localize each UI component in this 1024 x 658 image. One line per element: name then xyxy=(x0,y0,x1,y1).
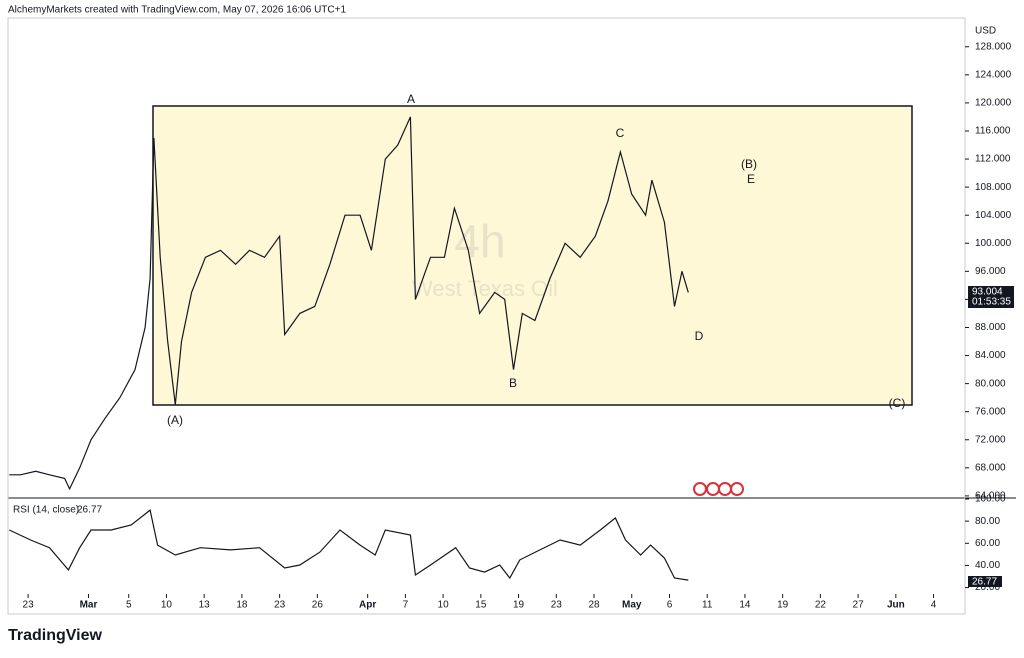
series-line xyxy=(9,116,689,491)
range-box xyxy=(152,105,913,406)
y-tick-label: 72.000 xyxy=(975,434,1006,445)
x-tick-label: 6 xyxy=(667,600,673,611)
y-tick-label: 80.00 xyxy=(975,516,1000,527)
wave-label: B xyxy=(509,376,517,390)
x-tick-label: 23 xyxy=(551,600,563,611)
x-tick-label: 10 xyxy=(161,600,173,611)
y-tick-label: 64.000 xyxy=(975,491,1006,502)
y-tick-label: 96.000 xyxy=(975,266,1006,277)
wave-label: (C) xyxy=(889,396,906,410)
rsi-value: 26.77 xyxy=(77,505,102,516)
x-tick-label: 27 xyxy=(853,600,865,611)
series-line xyxy=(9,509,689,581)
x-tick-label: 15 xyxy=(475,600,487,611)
last-price-box xyxy=(968,286,1014,308)
currency: USD xyxy=(975,26,996,37)
y-tick-label: 76.000 xyxy=(975,406,1006,417)
y-tick-label: 20.00 xyxy=(975,582,1000,593)
x-tick-label: May xyxy=(622,600,642,611)
wave-label: D xyxy=(695,329,704,343)
y-tick-label: 104.000 xyxy=(975,210,1012,221)
countdown: 01:53:35 xyxy=(972,297,1011,308)
x-tick-label: 18 xyxy=(236,600,248,611)
x-tick-label: 4 xyxy=(931,600,937,611)
x-tick-label: Apr xyxy=(359,600,376,611)
y-tick-label: 60.00 xyxy=(975,538,1000,549)
y-tick-label: 80.000 xyxy=(975,378,1006,389)
x-tick-label: 23 xyxy=(23,600,35,611)
x-tick-label: 26 xyxy=(312,600,324,611)
watermark-symbol: West Texas Oil xyxy=(412,276,558,301)
y-tick-label: 120.000 xyxy=(975,98,1012,109)
y-tick-label: 116.000 xyxy=(975,126,1011,137)
wave-label: A xyxy=(407,92,415,106)
y-tick-label: 100.00 xyxy=(975,494,1006,505)
logo: TradingView xyxy=(8,627,103,644)
y-tick-label: 68.000 xyxy=(975,462,1006,473)
wave-label: E xyxy=(747,172,755,186)
x-tick-label: 10 xyxy=(438,600,450,611)
last-price: 93.004 xyxy=(972,287,1003,298)
x-tick-label: 7 xyxy=(403,600,409,611)
x-tick-label: 13 xyxy=(199,600,211,611)
wave-label: (B) xyxy=(741,157,757,171)
y-tick-label: 40.00 xyxy=(975,560,1000,571)
last-rsi: 26.77 xyxy=(972,577,997,588)
y-tick-label: 124.000 xyxy=(975,69,1012,80)
y-tick-label: 108.000 xyxy=(975,182,1012,193)
watermark-interval: 4h xyxy=(454,215,505,267)
y-tick-label: 84.000 xyxy=(975,350,1006,361)
x-tick-label: 14 xyxy=(739,600,751,611)
last-rsi-box xyxy=(968,576,1002,587)
x-tick-label: 22 xyxy=(815,600,827,611)
price-pane xyxy=(9,116,689,491)
wave-label: (A) xyxy=(167,413,183,427)
event-icons xyxy=(693,482,744,496)
wave-label: C xyxy=(616,126,625,140)
y-tick-label: 88.000 xyxy=(975,322,1006,333)
x-tick-label: Jun xyxy=(887,600,905,611)
x-tick-label: 19 xyxy=(513,600,525,611)
y-tick-label: 112.000 xyxy=(975,154,1011,165)
y-tick-label: 100.000 xyxy=(975,238,1012,249)
x-tick-label: Mar xyxy=(80,600,98,611)
y-tick-label: 128.000 xyxy=(975,41,1012,52)
x-tick-label: 5 xyxy=(126,600,132,611)
rsi-title: RSI (14, close) xyxy=(13,505,79,516)
axis: 64.000 68.000 72.000 76.000 80.000 84.000 88.0… xyxy=(23,41,1012,610)
rsi-pane xyxy=(9,509,689,581)
x-tick-label: 23 xyxy=(274,600,286,611)
x-tick-label: 19 xyxy=(777,600,789,611)
header: AlchemyMarkets created with TradingView.… xyxy=(8,5,346,16)
x-tick-label: 11 xyxy=(702,600,713,611)
x-tick-label: 28 xyxy=(588,600,600,611)
